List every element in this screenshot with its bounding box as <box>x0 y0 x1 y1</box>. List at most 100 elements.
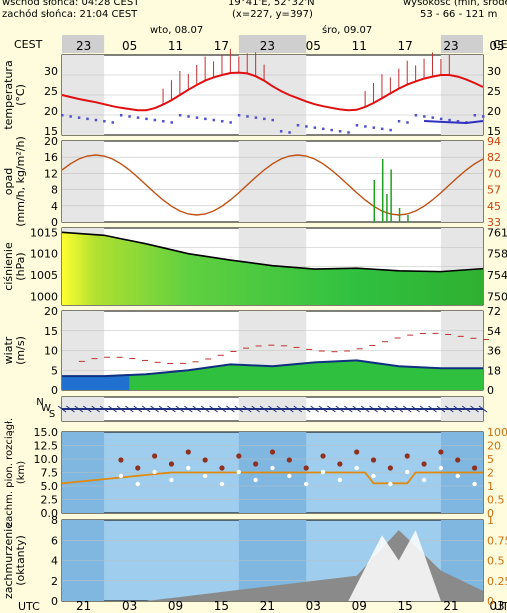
cloud-base-dot <box>152 453 158 459</box>
wind-direction-arrow <box>125 405 134 413</box>
pressure-tick-right: 761 <box>487 226 507 239</box>
precip-tick-right: 45 <box>487 200 501 213</box>
precip-night-shade <box>238 141 307 222</box>
wind-direction-arrow <box>318 405 328 413</box>
top-hour-label: 05 <box>306 39 321 53</box>
wind-direction-arrow <box>394 405 404 413</box>
precip-ylabel: opad <box>2 168 15 195</box>
pressure-ylabel: ciśnienie <box>2 242 15 291</box>
wind-direction-arrow <box>428 405 437 413</box>
visibility-tick-right: 1 <box>487 480 494 493</box>
wind-direction-arrow <box>133 405 143 413</box>
temperature-ylabel: temperatura <box>2 60 15 129</box>
dew-point-marker <box>482 115 485 118</box>
wind-tick-left: 15 <box>44 325 58 338</box>
dew-point-marker <box>86 117 89 121</box>
wind-direction-arrow <box>108 405 117 413</box>
altitude-label: wysokość (min, środek <box>403 0 507 8</box>
cloud-tick-left: 0 <box>51 595 58 608</box>
dew-point-marker <box>204 117 207 121</box>
wind-direction-arrow <box>411 405 420 413</box>
wind-direction-arrow <box>293 405 303 413</box>
dew-point-marker <box>153 118 157 122</box>
wind-direction-arrow <box>436 405 446 413</box>
dew-point-marker <box>162 120 165 123</box>
precip-night-shade <box>62 141 105 222</box>
pressure-tick-left: 1015 <box>30 226 58 239</box>
cloud-top-dot <box>253 477 258 483</box>
location-text: 19°41'E, 52°32'N <box>228 0 315 8</box>
dew-point-marker <box>254 116 258 119</box>
temp-tick-left: 25 <box>44 85 58 98</box>
pressure-tick-right: 758 <box>487 248 507 261</box>
sunrise-text: wschód słońca: 04:28 CEST <box>2 0 140 8</box>
pressure-area <box>62 232 483 305</box>
dew-point-marker <box>145 117 148 121</box>
cloud-base-dot <box>370 457 377 463</box>
day-label-1: wto, 08.07 <box>150 25 204 36</box>
wind-direction-arrow <box>402 405 412 413</box>
dew-point-marker <box>473 114 477 117</box>
wind-direction-arrow <box>234 405 244 413</box>
wind-direction-arrow <box>327 405 336 413</box>
dew-point-marker <box>338 130 342 133</box>
cloud-base-dot <box>337 461 343 467</box>
dew-point-marker <box>279 130 283 133</box>
cloud-top-dot <box>354 465 359 471</box>
wind-direction-arrow <box>461 405 471 413</box>
cloud-tick-right: 0.25 <box>487 575 507 588</box>
wind-direction-arrow <box>66 405 75 413</box>
visibility-tick-left: 5.0 <box>41 480 59 493</box>
cloud-base-dot <box>354 449 360 455</box>
dew-point-marker <box>397 120 401 123</box>
cloud-top-dot <box>421 477 427 483</box>
visibility-tick-left: 15.0 <box>34 426 59 439</box>
bottom-hour-label: 09 <box>168 599 183 611</box>
wind-tick-right: 54 <box>487 325 501 338</box>
wind-ylabel: wiatr <box>2 336 15 364</box>
cloud-tick-left: 4 <box>51 555 58 568</box>
visibility-tick-right: 2 <box>487 467 494 480</box>
dew-point-marker <box>195 116 199 119</box>
wind-tick-left: 10 <box>44 345 58 358</box>
dew-point-marker <box>313 126 317 129</box>
wind-direction-arrow <box>419 405 429 413</box>
top-hour-label: 23 <box>76 39 91 53</box>
temp-tick-right: 20 <box>487 105 501 118</box>
cloud-top-dot <box>438 465 444 471</box>
wind-direction-arrow <box>470 405 479 413</box>
cloud-base-dot <box>118 457 124 463</box>
cloud-base-dot <box>404 453 410 459</box>
precip-tick-left: 8 <box>51 184 58 197</box>
wind-direction-arrow <box>335 405 345 413</box>
dew-point-marker <box>406 121 409 124</box>
visibility-tick-right: 0 <box>487 507 494 520</box>
cloud-tick-right: 1 <box>487 514 494 527</box>
wind-direction-arrow <box>200 405 210 413</box>
dew-point-marker <box>288 131 291 134</box>
cloud-tick-right: 0.75 <box>487 534 507 547</box>
cloud-base-dot <box>438 449 444 455</box>
cloud-base-dot <box>286 457 292 463</box>
wind-tick-right: 36 <box>487 345 501 358</box>
direction-ylabel: S <box>49 409 55 420</box>
dew-point-marker <box>423 115 426 118</box>
visibility-tick-left: 0.0 <box>41 507 59 520</box>
wind-direction-arrow <box>445 405 454 413</box>
wind-direction-arrow <box>192 405 202 413</box>
cloud-base-dot <box>253 461 259 467</box>
wind-direction-arrow <box>386 405 395 413</box>
cloud-base-dot <box>202 457 208 463</box>
bottom-hour-label: 03 <box>122 599 137 611</box>
wind-direction-arrow <box>259 405 269 413</box>
wind-direction-arrow <box>453 405 463 413</box>
cloud-top-dot <box>320 469 326 475</box>
precip-tick-left: 20 <box>44 135 58 148</box>
cloud-top-dot <box>388 481 393 487</box>
wind-direction-arrow <box>251 405 260 413</box>
precip-ylabel: (mm/h, kg/m²/h) <box>14 136 27 227</box>
visibility-tick-right: 20 <box>487 440 501 453</box>
cloud-base-dot <box>269 449 276 455</box>
